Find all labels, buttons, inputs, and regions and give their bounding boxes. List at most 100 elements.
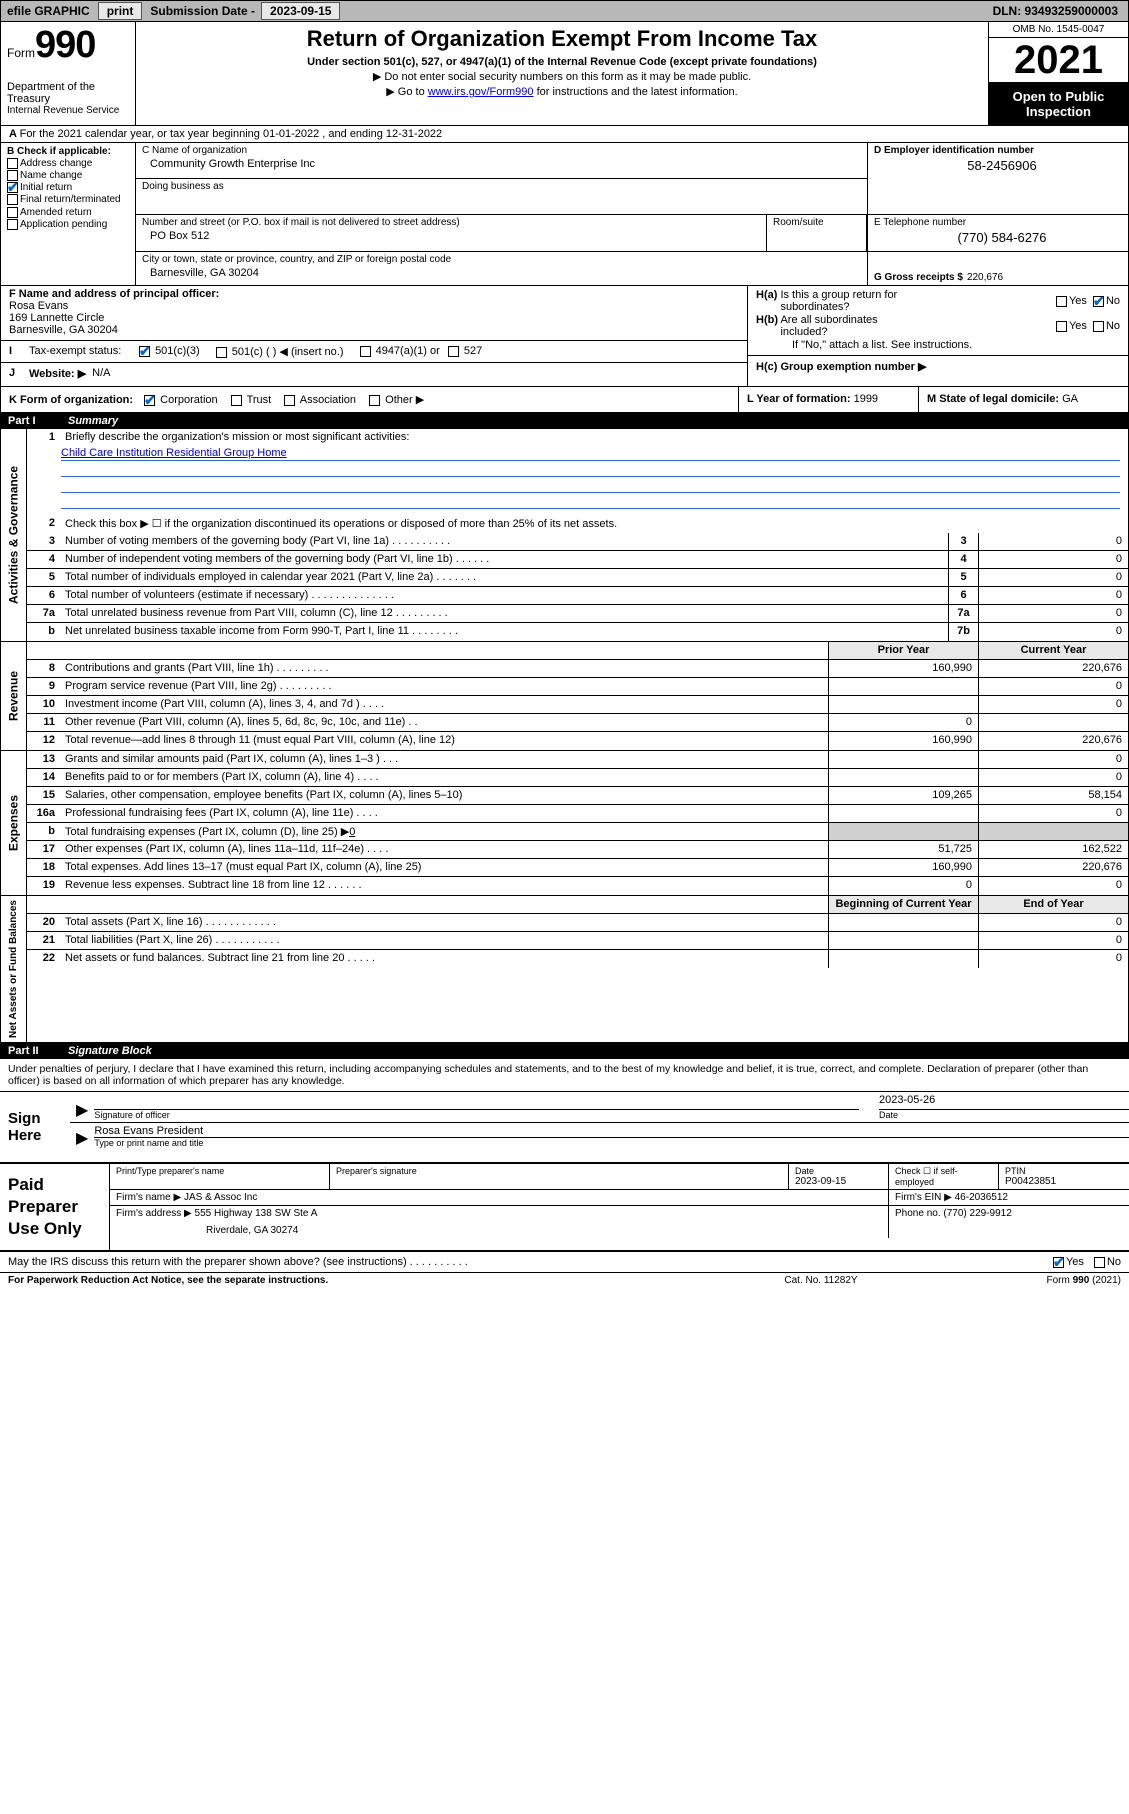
val-15c: 58,154: [978, 787, 1128, 804]
col-f-officer: F Name and address of principal officer:…: [1, 286, 748, 386]
ptin-value: P00423851: [1005, 1176, 1123, 1187]
ck-527[interactable]: 527: [448, 345, 482, 358]
ck-corp[interactable]: Corporation: [144, 394, 218, 406]
phone-value: (770) 584-6276: [874, 228, 1122, 249]
tax-year: 2021: [989, 38, 1128, 83]
k-form-org: K Form of organization: Corporation Trus…: [1, 387, 738, 412]
ck-trust[interactable]: Trust: [231, 394, 272, 406]
officer-name-title: Rosa Evans President: [94, 1125, 1129, 1138]
val-8c: 220,676: [978, 660, 1128, 677]
val-3: 0: [978, 533, 1128, 550]
cell-city: City or town, state or province, country…: [136, 252, 868, 285]
sign-here-label: Sign Here: [0, 1092, 70, 1162]
val-18p: 160,990: [828, 859, 978, 876]
val-5: 0: [978, 569, 1128, 586]
officer-name: Rosa Evans: [9, 300, 739, 312]
row-a-tax-year: A For the 2021 calendar year, or tax yea…: [0, 126, 1129, 143]
ck-501c3[interactable]: 501(c)(3): [139, 345, 200, 358]
type-name-label: Type or print name and title: [94, 1138, 1129, 1148]
hc-label: H(c) Group exemption number ▶: [756, 360, 926, 373]
val-18c: 220,676: [978, 859, 1128, 876]
ein-value: 58-2456906: [874, 156, 1122, 177]
form990-link[interactable]: www.irs.gov/Form990: [428, 86, 534, 98]
summary-expenses: Expenses 13Grants and similar amounts pa…: [0, 751, 1129, 896]
street-value: PO Box 512: [142, 228, 760, 246]
ck-other[interactable]: Other ▶: [369, 394, 424, 406]
block-identity: B Check if applicable: Address change Na…: [0, 143, 1129, 286]
val-21c: 0: [978, 932, 1128, 949]
val-17p: 51,725: [828, 841, 978, 858]
omb-number: OMB No. 1545-0047: [989, 22, 1128, 38]
arrow-icon: ▶: [70, 1100, 94, 1120]
footer-right: Form 990 (2021): [921, 1275, 1121, 1286]
mission-text: Child Care Institution Residential Group…: [27, 447, 1128, 515]
val-10p: [828, 696, 978, 713]
form-header: Form 990 Department of the Treasury Inte…: [0, 22, 1129, 126]
ha-yes[interactable]: Yes: [1056, 295, 1087, 307]
ck-app-pending[interactable]: Application pending: [7, 219, 129, 230]
sig-officer-label: Signature of officer: [94, 1110, 859, 1120]
website-value: N/A: [92, 367, 110, 380]
open-public-badge: Open to Public Inspection: [989, 83, 1128, 125]
signature-intro: Under penalties of perjury, I declare th…: [0, 1059, 1129, 1092]
val-12c: 220,676: [978, 732, 1128, 750]
ck-assoc[interactable]: Association: [284, 394, 356, 406]
print-button[interactable]: print: [98, 2, 143, 20]
ck-name-change[interactable]: Name change: [7, 170, 129, 181]
row-klm: K Form of organization: Corporation Trus…: [0, 387, 1129, 413]
efile-label: efile GRAPHIC: [1, 4, 96, 18]
val-9c: 0: [978, 678, 1128, 695]
form-title: Return of Organization Exempt From Incom…: [142, 26, 982, 52]
vtab-net-assets: Net Assets or Fund Balances: [1, 896, 27, 1042]
vtab-revenue: Revenue: [1, 642, 27, 750]
ck-amended[interactable]: Amended return: [7, 207, 129, 218]
cell-gross-receipts: G Gross receipts $ 220,676: [868, 252, 1128, 285]
subtitle-3: ▶ Go to www.irs.gov/Form990 for instruct…: [142, 85, 982, 98]
val-20p: [828, 914, 978, 931]
discuss-no[interactable]: No: [1094, 1256, 1121, 1268]
org-name-value: Community Growth Enterprise Inc: [142, 156, 861, 174]
part2-header: Part II Signature Block: [0, 1043, 1129, 1059]
cell-ein: D Employer identification number 58-2456…: [868, 143, 1128, 214]
val-14c: 0: [978, 769, 1128, 786]
form-word: Form: [7, 46, 35, 60]
val-21p: [828, 932, 978, 949]
paid-preparer-block: Paid Preparer Use Only Print/Type prepar…: [0, 1162, 1129, 1252]
hb-no[interactable]: No: [1093, 320, 1120, 332]
header-right: OMB No. 1545-0047 2021 Open to Public In…: [988, 22, 1128, 125]
val-4: 0: [978, 551, 1128, 568]
discuss-yes[interactable]: Yes: [1053, 1256, 1084, 1268]
val-16ap: [828, 805, 978, 822]
prep-date: 2023-09-15: [795, 1176, 882, 1187]
mission-link[interactable]: Child Care Institution Residential Group…: [61, 447, 287, 459]
val-7a: 0: [978, 605, 1128, 622]
ck-self-employed: Check ☐ if self-employed: [895, 1166, 992, 1187]
city-value: Barnesville, GA 30204: [142, 265, 861, 283]
ha-no[interactable]: No: [1093, 295, 1120, 307]
val-16ac: 0: [978, 805, 1128, 822]
val-13c: 0: [978, 751, 1128, 768]
officer-addr1: 169 Lannette Circle: [9, 312, 739, 324]
header-center: Return of Organization Exempt From Incom…: [136, 22, 988, 125]
val-22p: [828, 950, 978, 968]
hb-yes[interactable]: Yes: [1056, 320, 1087, 332]
val-7b: 0: [978, 623, 1128, 641]
ck-initial-return[interactable]: Initial return: [7, 182, 129, 193]
room-suite-label: Room/suite: [767, 215, 867, 251]
firm-name: JAS & Assoc Inc: [184, 1192, 257, 1203]
ck-4947[interactable]: 4947(a)(1) or: [360, 345, 440, 358]
irs-label: Internal Revenue Service: [7, 105, 129, 116]
signature-block: Sign Here ▶ Signature of officer 2023-05…: [0, 1092, 1129, 1162]
firm-ein: 46-2036512: [955, 1192, 1008, 1203]
sig-date-value: 2023-05-26: [879, 1094, 1129, 1110]
val-14p: [828, 769, 978, 786]
col-b-checkboxes: B Check if applicable: Address change Na…: [1, 143, 136, 285]
arrow-icon: ▶: [70, 1128, 94, 1148]
val-16b: 0: [349, 826, 355, 838]
ck-address-change[interactable]: Address change: [7, 158, 129, 169]
ck-501c[interactable]: 501(c) ( ) ◀ (insert no.): [216, 345, 344, 358]
ck-final-return[interactable]: Final return/terminated: [7, 194, 129, 205]
val-12p: 160,990: [828, 732, 978, 750]
page-footer: For Paperwork Reduction Act Notice, see …: [0, 1272, 1129, 1288]
val-10c: 0: [978, 696, 1128, 713]
